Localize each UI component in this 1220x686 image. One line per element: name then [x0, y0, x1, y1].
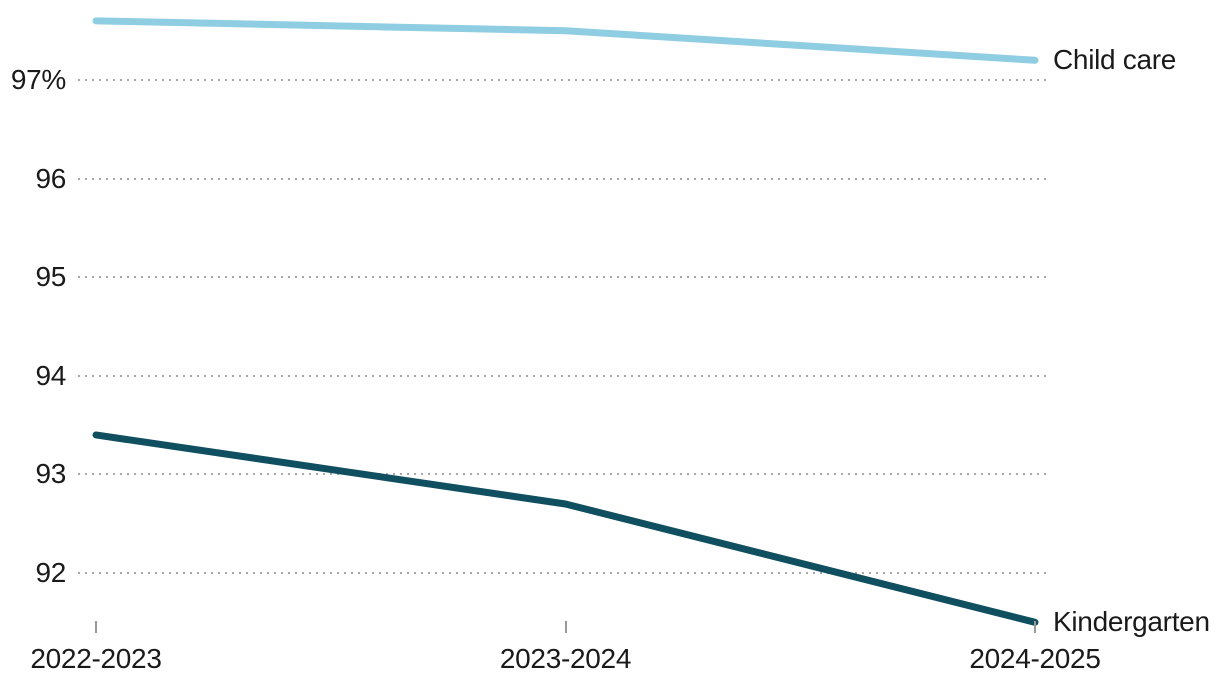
y-tick-label-97: 97% — [10, 64, 66, 95]
y-tick-label-95: 95 — [35, 261, 66, 293]
gridline-93 — [78, 473, 1050, 476]
gridline-95 — [78, 276, 1050, 279]
x-tick-label-2024-2025: 2024-2025 — [969, 643, 1101, 674]
y-tick-label-94: 94 — [35, 359, 66, 391]
x-tick-mark-2024-2025 — [1034, 621, 1036, 633]
gridline-92 — [78, 572, 1050, 574]
x-tick-mark-2022-2023 — [95, 621, 97, 633]
line-child-care — [92, 17, 1039, 64]
series-label-kindergarten: Kindergarten — [1053, 606, 1210, 638]
y-tick-label-96: 96 — [35, 162, 66, 194]
x-tick-mark-2023-2024 — [564, 621, 567, 633]
series-label-child-care: Child care — [1053, 44, 1177, 76]
gridline-94 — [78, 374, 1050, 377]
x-tick-label-2023-2024: 2023-2024 — [499, 643, 632, 674]
line-kindergarten — [92, 431, 1039, 626]
y-tick-label-92: 92 — [35, 557, 66, 588]
gridline-97 — [78, 79, 1050, 81]
gridline-96 — [78, 177, 1050, 180]
x-tick-label-2022-2023: 2022-2023 — [30, 643, 162, 674]
y-tick-label-93: 93 — [35, 458, 66, 490]
